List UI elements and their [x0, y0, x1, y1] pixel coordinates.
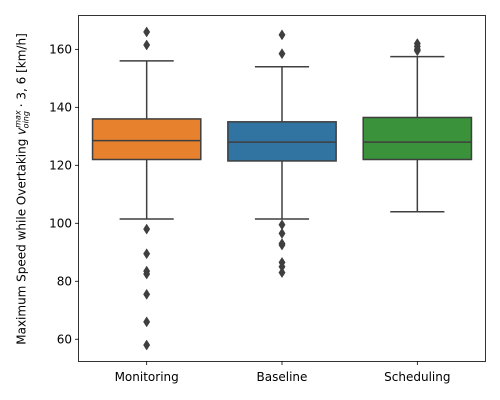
y-tick-label: 120	[49, 158, 72, 172]
outlier-point	[143, 288, 151, 300]
outlier-point	[278, 267, 286, 279]
x-tick-label: Baseline	[257, 370, 308, 384]
outlier-point	[143, 223, 151, 235]
iqr-box	[91, 118, 202, 161]
outlier-point	[143, 268, 151, 280]
x-axis: Monitoring Baseline Scheduling	[115, 361, 450, 384]
y-tick-label: 60	[57, 332, 72, 346]
outlier-point	[278, 227, 286, 239]
outlier-point	[143, 248, 151, 260]
outlier-point	[143, 339, 151, 351]
iqr-box	[362, 116, 473, 161]
outlier-point	[143, 26, 151, 38]
outlier-point	[143, 39, 151, 51]
box-group	[362, 38, 473, 213]
outlier-point	[278, 239, 286, 251]
outlier-point	[278, 29, 286, 41]
box-series	[91, 26, 473, 351]
x-tick-label: Scheduling	[384, 370, 450, 384]
box-group	[227, 29, 337, 279]
x-tick-label: Monitoring	[115, 370, 179, 384]
y-tick-label: 160	[49, 42, 72, 56]
y-tick-label: 100	[49, 216, 72, 230]
outlier-point	[143, 316, 151, 328]
y-axis: 60 80 100 120 140 160	[49, 42, 79, 346]
outlier-point	[278, 48, 286, 60]
outlier-point	[413, 45, 421, 57]
y-tick-label: 80	[57, 274, 72, 288]
y-tick-label: 140	[49, 100, 72, 114]
box-group	[91, 26, 202, 351]
